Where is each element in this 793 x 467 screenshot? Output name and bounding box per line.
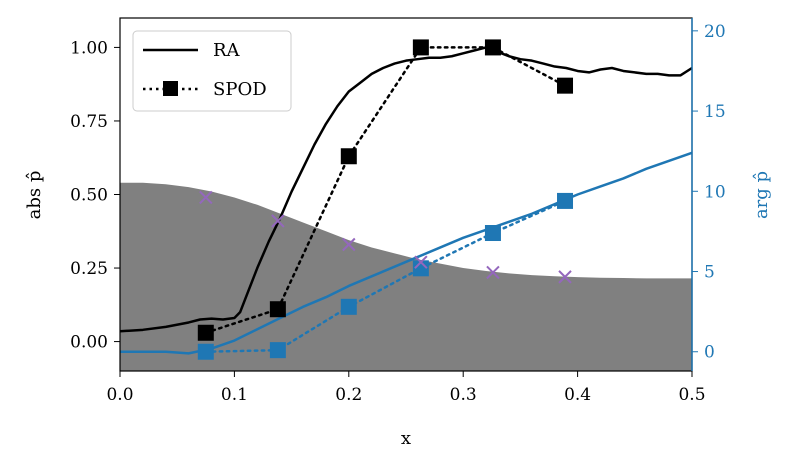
ra-abs-line [119,46,693,333]
x-marker-stroke [558,270,572,284]
grid-layer [119,46,693,355]
spod-arg-marker [557,192,574,209]
spod-arg-marker [412,260,429,277]
legend-spod-label: SPOD [213,79,267,100]
y-axis-left: 0.00 0.25 0.50 0.75 1.00 [70,38,120,353]
x-marker-stroke [342,237,356,252]
profile-samples-marker [486,265,500,280]
spod-abs-marker [412,39,429,56]
x-tick-label: 0.4 [564,385,591,405]
y-left-tick-label: 0.25 [70,259,108,279]
y-axis-right: 0 5 10 15 20 [691,18,726,371]
x-axis-label: x [401,428,411,449]
x-axis: 0.0 0.1 0.2 0.3 0.4 0.5 [106,371,706,405]
spod-abs-line [204,46,567,335]
x-marker-stroke [486,265,500,280]
spod-arg-line [204,199,567,353]
spod-arg-marker [340,298,357,315]
x-marker-stroke [199,190,213,205]
marker-layer [197,39,574,360]
y-axis-left-label: abs p̂ [24,171,45,220]
profile-samples-marker [414,255,428,269]
spod-abs-marker [484,39,501,56]
y-axis-right-label: arg p̂ [751,171,772,219]
spod-abs-marker [269,301,286,318]
y-left-tick-label: 1.00 [70,38,108,58]
spod-arg-marker [197,343,214,360]
x-tick-label: 0.3 [450,385,477,405]
legend-ra-label: RA [213,40,241,61]
y-right-tick-label: 20 [704,22,726,42]
spod-abs-marker [197,324,214,341]
profile-samples-marker [342,237,356,252]
legend: RA SPOD [132,30,292,112]
profile-samples-marker [558,270,572,284]
x-tick-label: 0.5 [678,385,705,405]
y-left-tick-label: 0.75 [70,112,108,132]
y-left-tick-label: 0.50 [70,186,108,206]
y-right-tick-label: 5 [704,263,715,283]
legend-spod-marker [163,81,178,96]
x-marker-stroke [271,214,285,228]
profile-samples-marker [199,190,213,205]
spod-arg-marker [484,225,501,242]
x-tick-label: 0.2 [335,385,362,405]
y-left-tick-label: 0.00 [70,333,108,353]
x-tick-label: 0.0 [106,385,133,405]
y-right-tick-label: 15 [704,102,726,122]
profile-samples-marker [271,214,285,228]
y-right-tick-label: 0 [704,343,715,363]
y-right-tick-label: 10 [704,182,726,202]
ra-arg-line [120,151,693,355]
x-tick-label: 0.1 [221,385,248,405]
x-marker-stroke [414,255,428,269]
legend-box [132,30,292,112]
spod-arg-marker [269,342,286,359]
spod-abs-marker [557,77,574,94]
spod-abs-marker [340,148,357,165]
